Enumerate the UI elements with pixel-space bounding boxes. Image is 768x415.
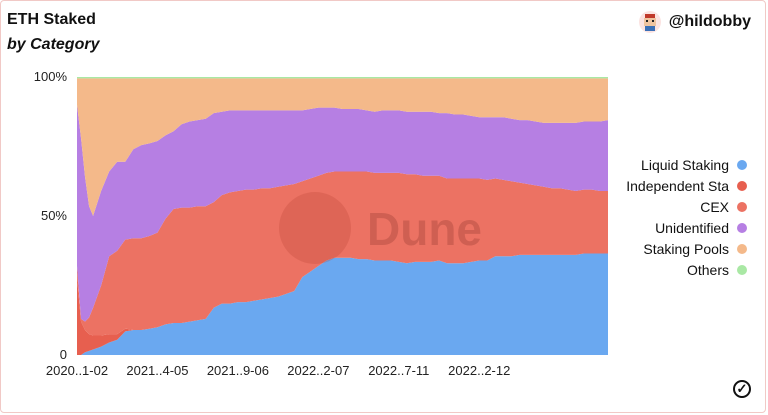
area-series-liquid-staking <box>77 253 608 355</box>
legend-label: Unidentified <box>655 219 729 236</box>
pixel-avatar-icon <box>638 11 661 33</box>
legend-label: Liquid Staking <box>641 156 729 173</box>
area-series-unidentified <box>77 104 608 322</box>
legend-label: Staking Pools <box>643 240 729 257</box>
area-series-staking-pools <box>77 78 608 216</box>
legend-swatch <box>737 264 747 275</box>
legend-item[interactable]: Others <box>686 261 747 278</box>
legend-item[interactable]: Unidentified <box>655 219 747 236</box>
x-tick-label: 2022..2-07 <box>287 363 349 378</box>
dune-logo-icon <box>279 192 351 264</box>
check-circle-icon[interactable]: ✓ <box>733 380 751 398</box>
chart-subtitle: by Category <box>7 36 100 53</box>
x-tick-label: 2021..9-06 <box>207 363 269 378</box>
author-badge[interactable]: @hildobby <box>638 11 751 33</box>
y-tick-label: 50% <box>41 208 67 223</box>
legend-label: CEX <box>700 198 729 215</box>
x-tick-label: 2021..4-05 <box>126 363 188 378</box>
legend-item[interactable]: Independent Sta <box>626 177 747 194</box>
area-series-others <box>77 77 608 79</box>
legend-label: Others <box>686 261 729 278</box>
legend-item[interactable]: Staking Pools <box>643 240 747 257</box>
legend-swatch <box>737 201 747 212</box>
legend-swatch <box>737 243 747 254</box>
dune-watermark: Dune <box>279 192 482 264</box>
y-tick-label: 100% <box>34 69 68 84</box>
watermark-text: Dune <box>367 203 482 255</box>
legend-swatch <box>737 222 747 233</box>
chart-title: ETH Staked <box>7 11 96 28</box>
legend-item[interactable]: CEX <box>700 198 747 215</box>
legend-swatch <box>737 180 747 191</box>
x-tick-label: 2020..1-02 <box>46 363 108 378</box>
chart-legend: Liquid Staking Independent Sta CEX Unidenti… <box>626 156 747 278</box>
legend-label: Independent Sta <box>626 177 729 194</box>
area-series-cex <box>77 171 608 336</box>
y-tick-label: 0 <box>60 347 67 362</box>
legend-item[interactable]: Liquid Staking <box>641 156 747 173</box>
x-tick-label: 2022..7-11 <box>368 363 429 378</box>
legend-swatch <box>737 159 747 170</box>
x-tick-label: 2022..2-12 <box>448 363 510 378</box>
author-name: @hildobby <box>668 13 751 30</box>
